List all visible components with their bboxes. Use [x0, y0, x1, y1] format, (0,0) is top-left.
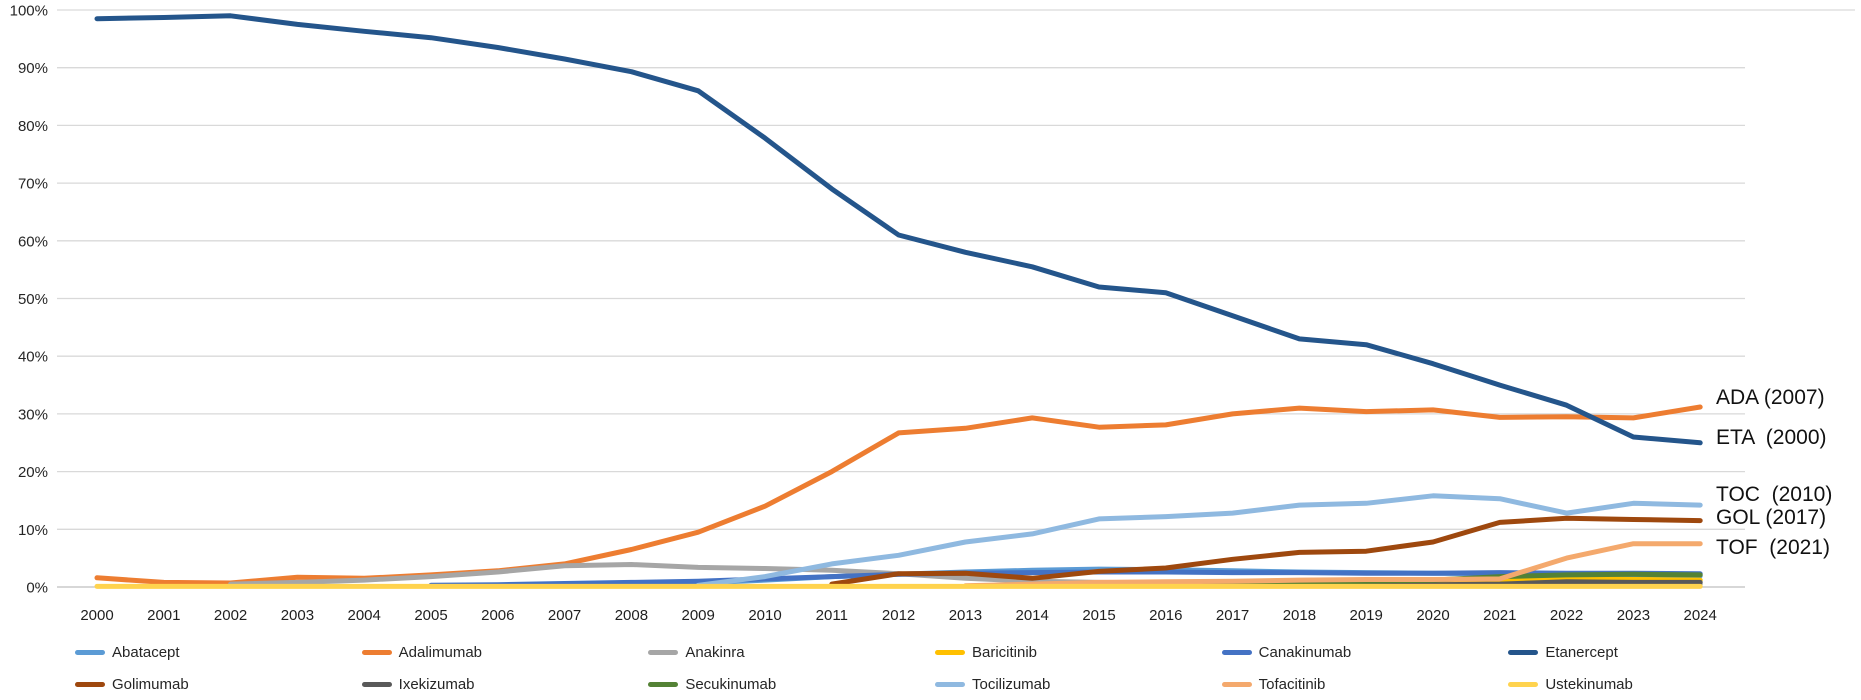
x-tick-2001: 2001 — [147, 607, 180, 624]
x-tick-2017: 2017 — [1216, 607, 1249, 624]
y-tick-70: 70% — [18, 176, 48, 193]
series-line-etanercept — [94, 13, 1703, 446]
x-tick-2010: 2010 — [748, 607, 781, 624]
legend-item-etanercept: Etanercept — [1508, 644, 1795, 661]
legend-swatch-baricitinib — [934, 649, 965, 655]
x-tick-2020: 2020 — [1416, 607, 1449, 624]
y-tick-60: 60% — [18, 233, 48, 250]
x-tick-2011: 2011 — [816, 607, 848, 624]
legend-label-golimumab: Golimumab — [112, 675, 189, 693]
x-tick-2005: 2005 — [414, 607, 447, 624]
legend-swatch-adalimumab — [361, 649, 392, 655]
legend-label-etanercept: Etanercept — [1545, 643, 1618, 661]
x-tick-2002: 2002 — [214, 607, 247, 624]
legend-swatch-canakinumab — [1221, 649, 1252, 655]
x-tick-2006: 2006 — [481, 607, 514, 624]
legend-swatch-ustekinumab — [1508, 681, 1539, 687]
x-tick-2019: 2019 — [1350, 607, 1383, 624]
y-tick-80: 80% — [18, 118, 48, 135]
legend-swatch-tocilizumab — [934, 681, 965, 687]
legend-label-tocilizumab: Tocilizumab — [971, 675, 1051, 693]
x-tick-2014: 2014 — [1016, 607, 1049, 624]
series-line-tocilizumab — [695, 493, 1703, 588]
x-tick-2007: 2007 — [548, 607, 581, 624]
legend-item-golimumab: Golimumab — [75, 676, 362, 693]
legend-label-baricitinib: Baricitinib — [971, 643, 1038, 661]
annotation-eta: ETA (2000) — [1716, 426, 1827, 449]
chart-legend: Abatacept Adalimumab Anakinra Baricitinib Ca… — [75, 636, 1795, 700]
x-tick-2009: 2009 — [682, 607, 715, 624]
legend-swatch-golimumab — [75, 681, 105, 687]
legend-row-1: Abatacept Adalimumab Anakinra Baricitinib Ca… — [75, 636, 1795, 668]
legend-swatch-anakinra — [648, 649, 679, 655]
y-tick-0: 0% — [26, 580, 48, 597]
legend-item-secukinumab: Secukinumab — [648, 676, 935, 693]
x-tick-2021: 2021 — [1483, 607, 1516, 624]
y-tick-40: 40% — [18, 349, 48, 366]
legend-item-canakinumab: Canakinumab — [1221, 643, 1509, 661]
annotation-ada: ADA (2007) — [1716, 386, 1825, 409]
legend-label-tofacitinib: Tofacitinib — [1258, 675, 1326, 693]
x-tick-2024: 2024 — [1684, 607, 1717, 624]
y-tick-100: 100% — [10, 3, 48, 20]
legend-swatch-abatacept — [75, 649, 105, 655]
legend-swatch-secukinumab — [648, 681, 679, 687]
legend-item-abatacept: Abatacept — [75, 644, 362, 661]
legend-item-adalimumab: Adalimumab — [361, 643, 649, 661]
legend-label-ixekizumab: Ixekizumab — [398, 675, 475, 693]
legend-item-ustekinumab: Ustekinumab — [1508, 676, 1795, 693]
legend-swatch-tofacitinib — [1221, 681, 1252, 687]
annotation-toc: TOC (2010) — [1716, 483, 1832, 506]
y-tick-90: 90% — [18, 60, 48, 77]
series-line-tofacitinib — [962, 541, 1703, 589]
series-line-golimumab — [829, 515, 1703, 587]
x-tick-2004: 2004 — [348, 607, 381, 624]
x-tick-2003: 2003 — [281, 607, 314, 624]
legend-label-anakinra: Anakinra — [685, 643, 745, 661]
legend-swatch-ixekizumab — [361, 681, 392, 687]
legend-item-anakinra: Anakinra — [648, 644, 935, 661]
legend-item-tofacitinib: Tofacitinib — [1221, 675, 1509, 693]
legend-row-2: Golimumab Ixekizumab Secukinumab Tocilizuma… — [75, 668, 1795, 700]
y-tick-10: 10% — [18, 522, 48, 539]
legend-label-abatacept: Abatacept — [112, 643, 180, 661]
legend-label-ustekinumab: Ustekinumab — [1545, 675, 1633, 693]
annotation-gol: GOL (2017) — [1716, 506, 1826, 529]
series-line-canakinumab — [428, 569, 1703, 588]
legend-item-tocilizumab: Tocilizumab — [934, 675, 1222, 693]
y-tick-20: 20% — [18, 464, 48, 481]
y-tick-30: 30% — [18, 406, 48, 423]
x-tick-2000: 2000 — [80, 607, 113, 624]
x-tick-2012: 2012 — [882, 607, 915, 624]
legend-label-adalimumab: Adalimumab — [398, 643, 483, 661]
legend-item-baricitinib: Baricitinib — [934, 643, 1222, 661]
x-tick-2015: 2015 — [1082, 607, 1115, 624]
legend-label-secukinumab: Secukinumab — [685, 675, 777, 693]
x-tick-2008: 2008 — [615, 607, 648, 624]
x-tick-2022: 2022 — [1550, 607, 1583, 624]
x-tick-2023: 2023 — [1617, 607, 1650, 624]
y-tick-50: 50% — [18, 291, 48, 308]
x-tick-2013: 2013 — [949, 607, 982, 624]
legend-item-ixekizumab: Ixekizumab — [361, 675, 649, 693]
legend-label-canakinumab: Canakinumab — [1258, 643, 1352, 661]
annotation-tof: TOF (2021) — [1716, 536, 1830, 559]
legend-swatch-etanercept — [1508, 649, 1539, 655]
x-tick-2016: 2016 — [1149, 607, 1182, 624]
x-tick-2018: 2018 — [1283, 607, 1316, 624]
